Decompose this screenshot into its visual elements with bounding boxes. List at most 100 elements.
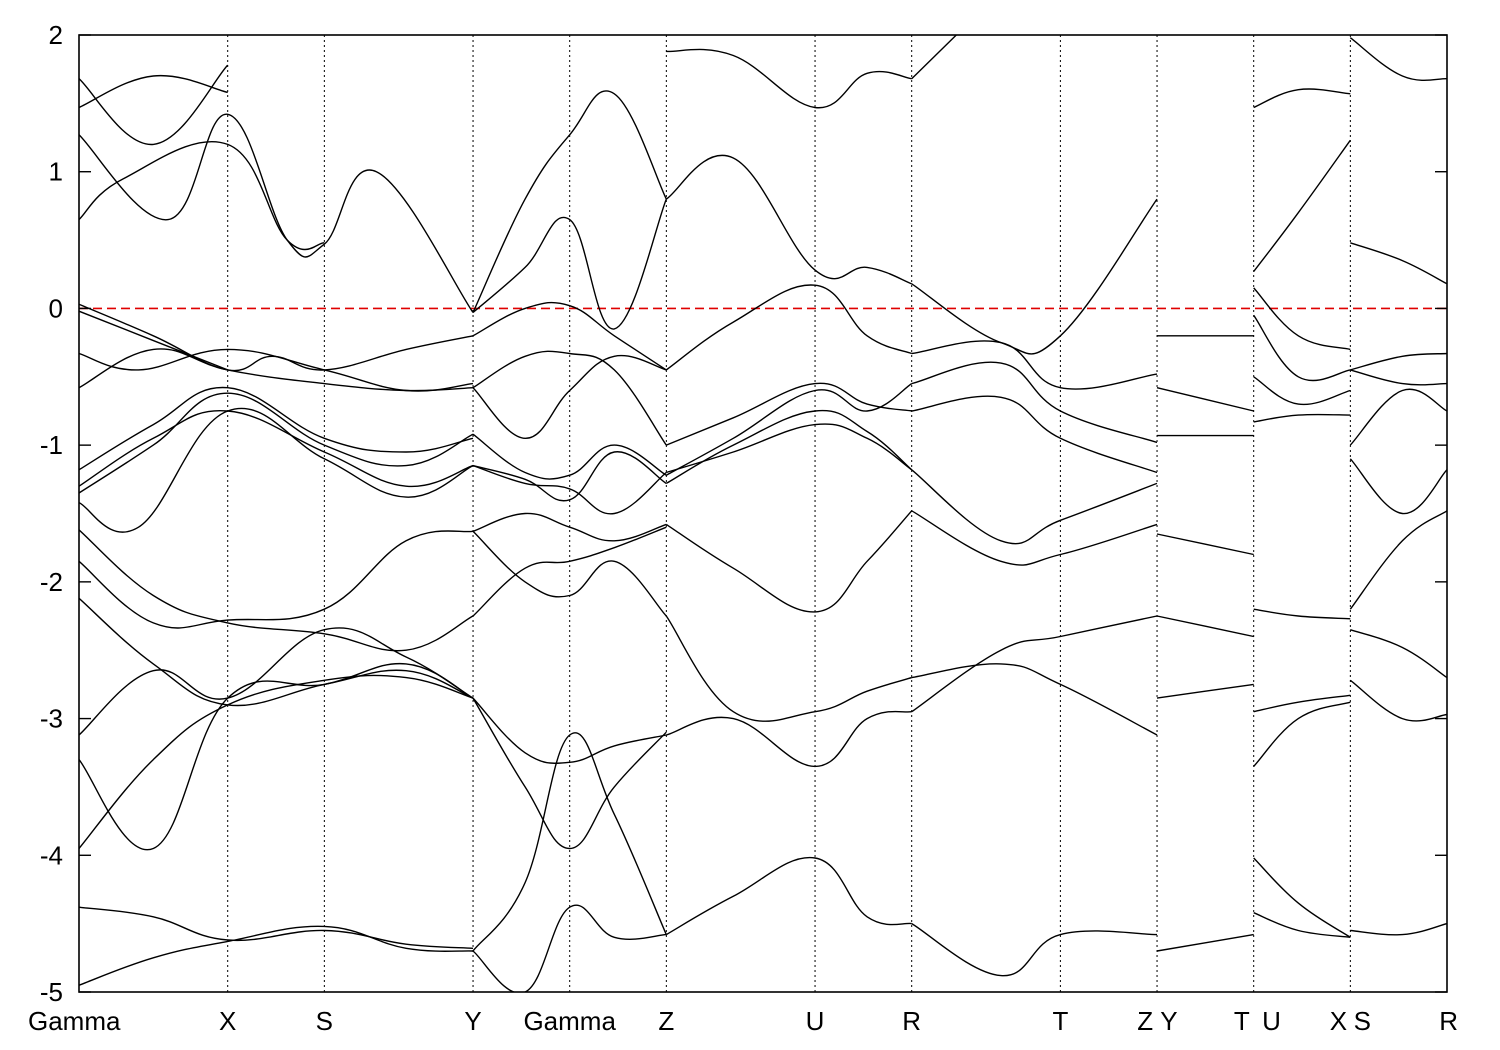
band-line bbox=[472, 697, 667, 764]
band-line bbox=[79, 529, 474, 652]
band-line bbox=[472, 697, 667, 850]
band-line bbox=[1253, 701, 1351, 767]
band-line bbox=[79, 392, 474, 494]
band-line bbox=[911, 340, 1158, 390]
band-line bbox=[79, 906, 474, 949]
x-tick-label: X bbox=[1330, 1006, 1347, 1036]
y-tick-label: -4 bbox=[40, 840, 63, 870]
band-line bbox=[1350, 922, 1447, 936]
band-line bbox=[1253, 287, 1351, 351]
band-line bbox=[1253, 912, 1351, 938]
band-line bbox=[1350, 369, 1447, 386]
band-line bbox=[665, 284, 912, 371]
band-line bbox=[472, 90, 667, 313]
band-line bbox=[1350, 629, 1447, 679]
band-line bbox=[1253, 694, 1351, 713]
band-line bbox=[666, 48, 912, 109]
band-line bbox=[1349, 679, 1447, 722]
band-line bbox=[79, 674, 474, 849]
y-tick-label: -5 bbox=[40, 977, 63, 1007]
band-line bbox=[1253, 139, 1351, 272]
band-line bbox=[665, 383, 913, 476]
x-tick-label: U bbox=[806, 1006, 825, 1036]
band-line bbox=[665, 856, 912, 936]
band-line bbox=[1253, 413, 1351, 423]
y-axis: -5 -4 -3 -2 -1 0 1 2 bbox=[40, 20, 1447, 1007]
x-tick-label: S bbox=[316, 1006, 333, 1036]
band-line bbox=[911, 663, 1158, 736]
band-line bbox=[911, 198, 1158, 355]
band-line bbox=[666, 710, 912, 768]
band-line bbox=[911, 361, 1158, 444]
band-line bbox=[1156, 615, 1254, 638]
band-line bbox=[472, 732, 667, 952]
y-tick-label: 1 bbox=[49, 157, 63, 187]
band-line bbox=[911, 922, 1158, 977]
band-line bbox=[472, 350, 667, 446]
x-tick-label: T bbox=[1052, 1006, 1068, 1036]
band-line bbox=[666, 423, 913, 474]
band-line bbox=[911, 615, 1158, 713]
band-line bbox=[472, 464, 667, 515]
high-symmetry-lines bbox=[227, 35, 1351, 992]
y-tick-label: -2 bbox=[40, 567, 63, 597]
band-line bbox=[665, 154, 912, 285]
band-line bbox=[79, 597, 474, 707]
y-tick-label: 2 bbox=[49, 20, 63, 50]
band-line bbox=[472, 301, 667, 371]
band-line bbox=[79, 74, 228, 109]
x-tick-label: T bbox=[1234, 1006, 1250, 1036]
x-tick-label: S bbox=[1354, 1006, 1371, 1036]
band-line bbox=[665, 409, 913, 485]
x-tick-label: R bbox=[902, 1006, 921, 1036]
band-line bbox=[79, 407, 474, 533]
band-line bbox=[911, 510, 1158, 566]
band-line bbox=[79, 662, 474, 851]
band-line bbox=[472, 433, 667, 480]
band-line bbox=[666, 382, 912, 446]
band-line bbox=[79, 64, 229, 146]
band-line bbox=[665, 615, 912, 722]
x-tick-label: R bbox=[1439, 1006, 1458, 1036]
x-tick-label: Gamma bbox=[523, 1006, 616, 1036]
y-tick-label: -1 bbox=[40, 430, 63, 460]
band-line bbox=[472, 354, 667, 440]
band-line bbox=[472, 904, 667, 992]
band-line bbox=[1253, 857, 1351, 938]
band-line bbox=[911, 395, 1158, 474]
band-line bbox=[1253, 608, 1351, 620]
band-line bbox=[1253, 376, 1351, 406]
band-line bbox=[1156, 683, 1254, 699]
band-line bbox=[1156, 533, 1254, 556]
band-line bbox=[79, 627, 474, 736]
x-axis: Gamma X S Y Gamma Z U R T Z Y T U X S R bbox=[28, 1006, 1458, 1036]
band-line bbox=[79, 530, 474, 629]
band-line bbox=[911, 469, 1158, 545]
band-line bbox=[472, 198, 667, 330]
y-tick-label: -3 bbox=[40, 704, 63, 734]
x-tick-label: X bbox=[219, 1006, 236, 1036]
band-line bbox=[1349, 510, 1447, 610]
band-line bbox=[1350, 242, 1447, 285]
x-tick-label: Z bbox=[658, 1006, 674, 1036]
band-line bbox=[472, 512, 667, 542]
band-line bbox=[472, 526, 667, 617]
x-tick-label: Y bbox=[1160, 1006, 1177, 1036]
x-tick-label: U bbox=[1262, 1006, 1281, 1036]
band-line bbox=[79, 140, 325, 251]
band-line bbox=[79, 348, 474, 392]
band-line bbox=[1156, 387, 1254, 412]
x-tick-label: Z bbox=[1137, 1006, 1153, 1036]
band-line bbox=[79, 348, 474, 392]
band-line bbox=[472, 451, 667, 502]
band-line bbox=[911, 35, 957, 80]
band-line bbox=[1349, 458, 1447, 515]
band-line bbox=[1253, 314, 1351, 382]
band-line bbox=[79, 386, 474, 471]
x-tick-label: Y bbox=[464, 1006, 481, 1036]
band-line bbox=[79, 310, 228, 371]
band-line bbox=[1349, 388, 1447, 446]
band-line bbox=[79, 409, 474, 488]
band-line bbox=[1349, 37, 1447, 82]
band-line bbox=[1253, 88, 1351, 109]
